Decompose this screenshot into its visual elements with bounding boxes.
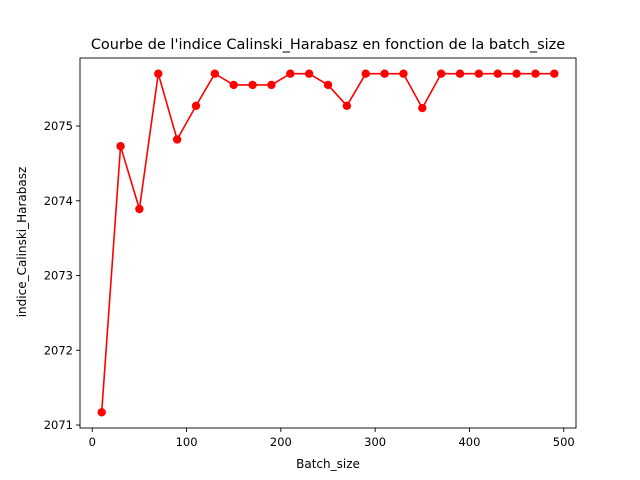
x-tick-label-1: 100 (176, 435, 198, 449)
y-tick-label-2: 2073 (44, 269, 73, 283)
y-axis-label: indice_Calinski_Harabasz (15, 167, 29, 318)
data-point (436, 69, 446, 78)
data-point (191, 101, 201, 111)
y-tick-label-3: 2074 (44, 194, 73, 208)
data-point (531, 69, 540, 78)
data-point (210, 69, 220, 78)
data-point (172, 135, 182, 144)
data-point (97, 408, 106, 417)
data-point (248, 80, 257, 90)
data-point (323, 80, 333, 90)
data-point (342, 101, 352, 111)
x-axis-label: Batch_size (296, 457, 360, 471)
data-point (135, 204, 144, 214)
y-tick-label-0: 2071 (44, 418, 73, 432)
axes-frame (79, 57, 577, 429)
data-point (550, 69, 559, 78)
x-tick-label-3: 300 (364, 435, 386, 449)
data-point (418, 103, 427, 113)
data-point (474, 69, 484, 78)
plot-area: 0 100 200 300 400 500 2071 2072 2073 2074 2075 (44, 57, 577, 449)
data-point (493, 69, 502, 78)
data-point (229, 80, 238, 90)
data-point (455, 69, 465, 78)
data-point (154, 69, 163, 78)
data-point (286, 69, 295, 78)
x-tick-label-2: 200 (270, 435, 292, 449)
x-tick-label-0: 0 (89, 435, 96, 449)
data-point (399, 69, 408, 78)
data-point (116, 142, 125, 151)
data-point (361, 69, 370, 78)
data-point (304, 69, 314, 78)
x-tick-label-5: 500 (553, 435, 575, 449)
x-tick-label-4: 400 (458, 435, 480, 449)
y-tick-label-1: 2072 (44, 343, 73, 357)
chart-title: Courbe de l'indice Calinski_Harabasz en … (91, 37, 565, 53)
y-tick-label-4: 2075 (44, 119, 73, 133)
data-point (512, 69, 521, 78)
data-point (267, 80, 276, 90)
data-point (380, 69, 389, 78)
